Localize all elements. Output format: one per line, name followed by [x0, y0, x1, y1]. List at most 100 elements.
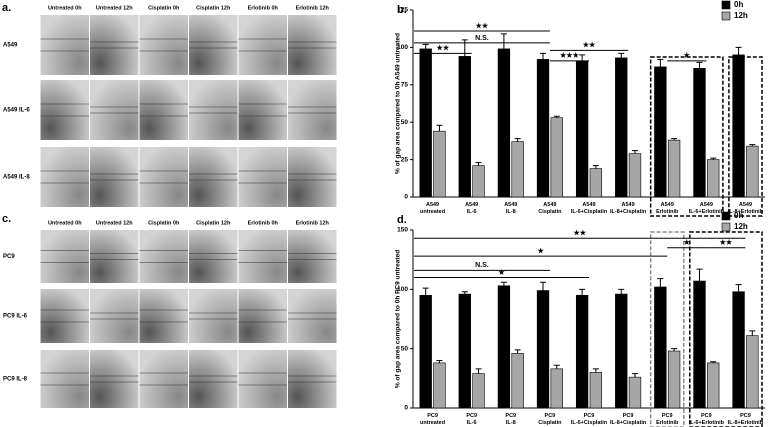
error-bar [553, 115, 560, 118]
significance-label: ★★ [720, 239, 733, 247]
x-tick-line: A549 [739, 202, 752, 208]
x-tick-line: Erlotinib [656, 209, 679, 215]
panel-label: a. [2, 2, 11, 14]
error-bar [475, 162, 482, 166]
x-tick-line: IL-6 [467, 209, 477, 215]
legend-swatch [721, 211, 731, 221]
x-tick-label: A549 IL-6+Cisplatin [571, 202, 608, 215]
micrograph [238, 80, 287, 140]
bar [419, 294, 432, 409]
micrograph [288, 15, 337, 75]
micrograph [238, 15, 287, 75]
column-header: Cisplatin 12h [196, 220, 231, 226]
x-tick-line: IL-6+Erlotinib [689, 209, 725, 215]
y-tick-label: 75 [401, 82, 409, 89]
x-tick-label: PC9 IL-6 [466, 413, 477, 426]
significance-label: ★ [498, 268, 505, 276]
error-bar [500, 33, 507, 49]
bar [550, 117, 563, 198]
legend-label: 12h [734, 222, 748, 231]
x-tick-line: A549 [504, 202, 517, 208]
error-bar [461, 291, 468, 295]
panel-label: c. [2, 213, 11, 225]
column-header: Cisplatin 12h [196, 5, 231, 11]
bar [458, 56, 471, 198]
micrograph [139, 350, 188, 408]
error-bar [514, 138, 521, 142]
x-tick-label: A549 IL-8+Erlotinib [728, 202, 764, 215]
y-tick-label: 0 [404, 194, 408, 201]
micrograph [238, 350, 287, 408]
bar [589, 372, 603, 409]
x-tick-line: PC9 [466, 413, 477, 419]
column-header: Erlotinib 12h [296, 5, 330, 11]
bar [433, 130, 446, 198]
error-bar [735, 284, 742, 292]
y-tick-label: 100 [397, 44, 408, 51]
micrograph [189, 230, 238, 283]
x-tick-label: A549 IL-6 [465, 202, 478, 215]
error-bar [422, 43, 429, 49]
legend-label: 0h [734, 211, 743, 220]
y-axis-label: % of gap area compared to 0h PC9 untreat… [395, 250, 402, 388]
bar [667, 139, 681, 198]
bar [654, 286, 667, 409]
column-header: Erlotinib 0h [248, 220, 279, 226]
y-tick-label: 50 [401, 119, 409, 126]
x-tick-line: A549 [661, 202, 674, 208]
bar [458, 293, 471, 409]
x-tick-line: Cisplatin [538, 209, 562, 215]
significance-label: ★★ [476, 22, 489, 30]
micrograph [238, 230, 287, 283]
x-tick-line: PC9 [545, 413, 556, 419]
x-tick-line: A549 [543, 202, 556, 208]
micrograph [40, 289, 89, 343]
x-tick-line: IL-6+Cisplatin [571, 420, 608, 426]
micrograph [139, 147, 188, 207]
legend-label: 0h [734, 0, 743, 9]
y-tick-label: 150 [397, 227, 408, 234]
error-bar [618, 288, 625, 295]
x-tick-line: untreated [420, 420, 445, 426]
micrograph [90, 230, 139, 283]
error-bar [553, 364, 560, 369]
x-tick-line: A549 [582, 202, 595, 208]
bar [615, 57, 628, 198]
x-tick-line: A549 [622, 202, 635, 208]
bar [472, 373, 485, 409]
error-bar [696, 61, 703, 69]
micrograph [189, 289, 238, 343]
error-bar [422, 287, 429, 296]
legend-swatch [721, 0, 731, 10]
bar [732, 291, 745, 409]
bar [667, 350, 681, 409]
x-tick-line: PC9 [623, 413, 634, 419]
row-label: PC9 IL-6 [3, 314, 28, 320]
row-label: PC9 [3, 254, 15, 260]
bar [707, 159, 720, 198]
error-bar [749, 330, 756, 336]
significance-label: ★★ [583, 41, 596, 49]
bar [536, 59, 550, 198]
significance-label: ★ [684, 52, 691, 60]
significance-label: ★★ [573, 229, 586, 237]
x-tick-line: IL-6 [467, 420, 477, 426]
x-tick-line: IL-8 [506, 209, 516, 215]
bar [497, 48, 511, 198]
significance-label: ★★★ [560, 52, 580, 60]
bar [628, 376, 642, 409]
column-header: Cisplatin 0h [148, 220, 180, 226]
y-axis-label: % of gap area compared to 0h A549 untrea… [395, 33, 402, 174]
column-header: Untreated 0h [48, 5, 82, 11]
x-tick-label: PC9 Cisplatin [538, 413, 562, 426]
error-bar [436, 124, 443, 132]
bar [575, 294, 589, 409]
x-tick-label: A549 Erlotinib [656, 202, 679, 215]
micrograph [90, 350, 139, 408]
row-label: A549 IL-6 [3, 108, 30, 114]
error-bar [592, 368, 599, 373]
bar [575, 60, 589, 198]
micrograph [90, 147, 139, 207]
micrograph [40, 350, 89, 408]
